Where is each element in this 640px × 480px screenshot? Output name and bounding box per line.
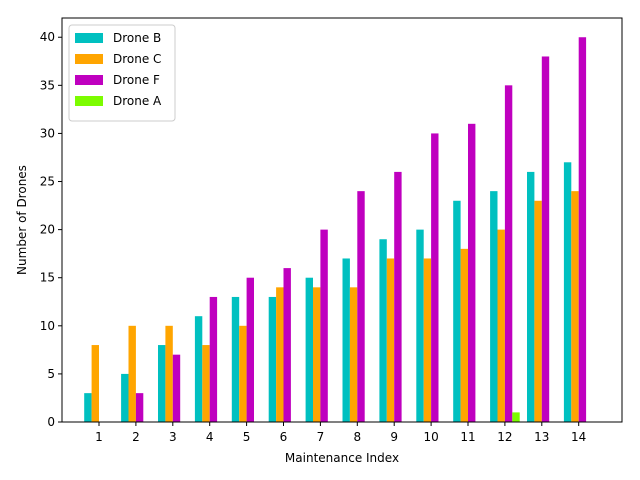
legend-label-drone-b: Drone B <box>113 31 161 45</box>
bar-drone-f-10 <box>431 133 439 422</box>
bar-drone-f-5 <box>246 277 254 422</box>
y-tick-label: 30 <box>40 126 55 140</box>
legend: Drone B Drone C Drone F Drone A <box>68 24 176 122</box>
bar-drone-c-3 <box>165 325 173 422</box>
y-axis-ticks: 0 5 10 15 20 25 30 35 40 <box>40 30 62 429</box>
bar-drone-c-9 <box>386 258 395 422</box>
bar-drone-b-8 <box>342 258 350 422</box>
x-tick-label: 10 <box>423 430 438 444</box>
bar-drone-c-11 <box>460 248 468 422</box>
bar-drone-f-6 <box>283 268 291 422</box>
bar-drone-c-10 <box>423 258 432 422</box>
x-tick-label: 7 <box>317 430 325 444</box>
bar-drone-f-9 <box>394 171 402 422</box>
bar-drone-c-8 <box>349 287 358 422</box>
x-axis-ticks: 1 2 3 4 5 6 7 8 9 10 11 12 13 14 <box>95 422 586 444</box>
x-axis-title: Maintenance Index <box>285 451 399 465</box>
bar-drone-f-4 <box>209 296 218 422</box>
x-tick-label: 4 <box>206 430 214 444</box>
bar-drone-c-4 <box>202 345 210 422</box>
bars-layer <box>84 37 587 423</box>
bar-drone-b-1 <box>84 393 92 422</box>
legend-swatch-drone-f <box>75 75 103 85</box>
x-tick-label: 9 <box>390 430 398 444</box>
y-tick-label: 15 <box>40 271 55 285</box>
bar-drone-b-7 <box>305 277 313 422</box>
legend-label-drone-c: Drone C <box>113 52 161 66</box>
x-tick-label: 1 <box>95 430 103 444</box>
x-tick-label: 14 <box>571 430 586 444</box>
y-axis-title: Number of Drones <box>15 165 29 275</box>
bar-drone-c-14 <box>571 191 579 422</box>
x-tick-label: 8 <box>353 430 361 444</box>
y-tick-label: 0 <box>47 415 55 429</box>
bar-drone-f-7 <box>320 229 328 422</box>
bar-drone-c-2 <box>128 325 136 422</box>
y-tick-label: 10 <box>40 319 55 333</box>
bar-drone-b-2 <box>121 373 129 422</box>
x-tick-label: 11 <box>460 430 475 444</box>
bar-drone-c-7 <box>313 287 321 422</box>
legend-swatch-drone-a <box>75 96 103 106</box>
bar-drone-b-13 <box>527 171 535 422</box>
bar-drone-b-3 <box>158 345 166 422</box>
bar-drone-b-14 <box>563 162 572 423</box>
bar-drone-b-4 <box>194 316 203 422</box>
bar-drone-c-1 <box>91 345 99 422</box>
x-tick-label: 13 <box>534 430 549 444</box>
bar-drone-f-14 <box>578 37 587 423</box>
x-tick-label: 6 <box>280 430 288 444</box>
y-tick-label: 25 <box>40 175 55 189</box>
x-tick-label: 2 <box>132 430 140 444</box>
bar-drone-b-11 <box>453 200 461 422</box>
bar-drone-b-10 <box>416 229 424 422</box>
bar-drone-b-12 <box>490 191 498 422</box>
y-tick-label: 40 <box>40 30 55 44</box>
x-tick-label: 12 <box>497 430 512 444</box>
bar-drone-c-5 <box>239 325 247 422</box>
bar-drone-b-5 <box>231 296 240 422</box>
bar-drone-f-11 <box>468 123 476 422</box>
legend-swatch-drone-b <box>75 33 103 43</box>
bar-drone-b-9 <box>379 239 387 422</box>
bar-drone-f-2 <box>135 393 144 422</box>
bar-drone-f-8 <box>357 191 365 422</box>
bar-drone-f-3 <box>172 354 181 422</box>
y-tick-label: 5 <box>47 367 55 381</box>
legend-swatch-drone-c <box>75 54 103 64</box>
bar-drone-c-13 <box>534 200 542 422</box>
bar-drone-c-6 <box>276 287 284 422</box>
x-tick-label: 3 <box>169 430 177 444</box>
y-tick-label: 35 <box>40 78 55 92</box>
bar-drone-f-13 <box>541 56 550 422</box>
y-tick-label: 20 <box>40 223 55 237</box>
bar-drone-b-6 <box>268 296 277 422</box>
x-tick-label: 5 <box>243 430 251 444</box>
bar-drone-a-12 <box>512 412 520 422</box>
legend-label-drone-a: Drone A <box>113 94 162 108</box>
legend-label-drone-f: Drone F <box>113 73 160 87</box>
bar-drone-f-12 <box>504 85 513 422</box>
plot-frame <box>61 17 623 423</box>
bar-drone-c-12 <box>497 229 505 422</box>
